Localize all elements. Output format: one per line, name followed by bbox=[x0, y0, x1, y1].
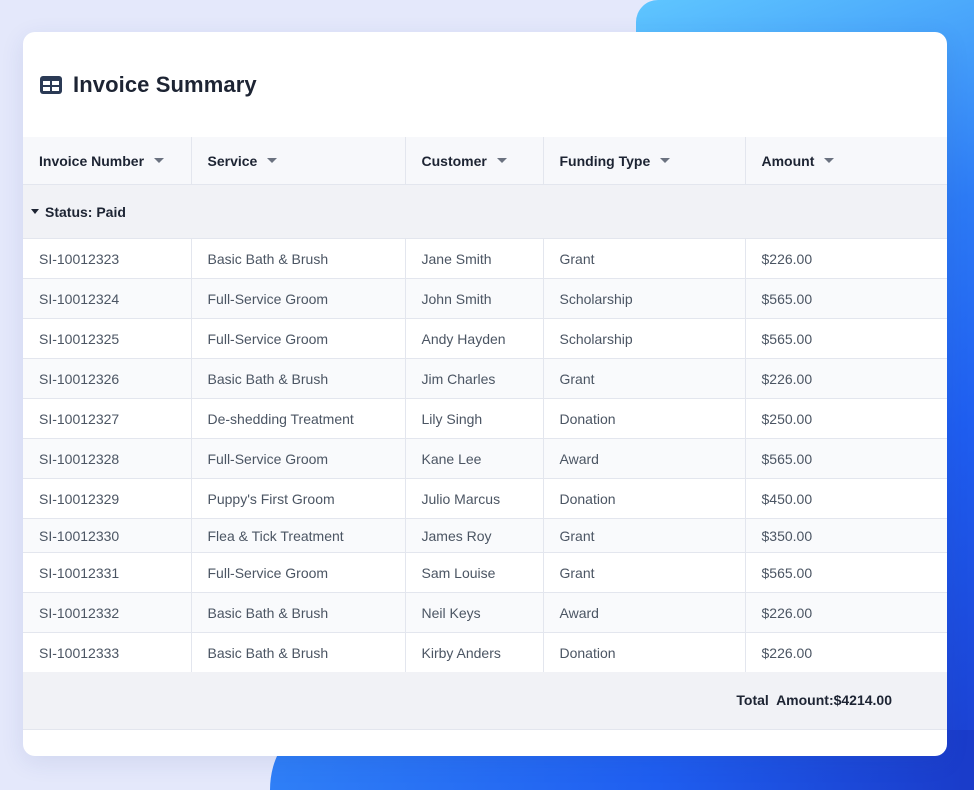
cell-funding-type: Grant bbox=[543, 238, 746, 279]
cell-customer: Sam Louise bbox=[405, 552, 544, 593]
cell-funding-type: Scholarship bbox=[543, 278, 746, 319]
cell-amount: $226.00 bbox=[745, 592, 947, 633]
cell-funding-type: Grant bbox=[543, 518, 746, 553]
cell-customer: Neil Keys bbox=[405, 592, 544, 633]
cell-funding-type: Donation bbox=[543, 478, 746, 519]
cell-service: Full-Service Groom bbox=[191, 552, 406, 593]
cell-amount: $565.00 bbox=[745, 438, 947, 479]
cell-amount: $450.00 bbox=[745, 478, 947, 519]
cell-customer: James Roy bbox=[405, 518, 544, 553]
cell-customer: Andy Hayden bbox=[405, 318, 544, 359]
cell-service: Basic Bath & Brush bbox=[191, 358, 406, 399]
cell-amount: $565.00 bbox=[745, 552, 947, 593]
cell-funding-type: Scholarship bbox=[543, 318, 746, 359]
cell-funding-type: Award bbox=[543, 592, 746, 633]
table-header-row: Invoice Number Service Customer Funding … bbox=[23, 137, 947, 185]
column-header-funding-type[interactable]: Funding Type bbox=[543, 137, 746, 185]
cell-amount: $250.00 bbox=[745, 398, 947, 439]
cell-invoice-number: SI-10012332 bbox=[23, 592, 192, 633]
cell-amount: $565.00 bbox=[745, 318, 947, 359]
cell-invoice-number: SI-10012329 bbox=[23, 478, 192, 519]
cell-funding-type: Grant bbox=[543, 552, 746, 593]
column-header-amount[interactable]: Amount bbox=[745, 137, 947, 185]
cell-service: Basic Bath & Brush bbox=[191, 632, 406, 673]
column-header-invoice-number[interactable]: Invoice Number bbox=[23, 137, 192, 185]
total-amount: Total Amount:$4214.00 bbox=[736, 692, 892, 708]
cell-amount: $226.00 bbox=[745, 632, 947, 673]
cell-funding-type: Grant bbox=[543, 358, 746, 399]
sort-caret-icon[interactable] bbox=[824, 158, 835, 164]
cell-amount: $565.00 bbox=[745, 278, 947, 319]
table-row[interactable]: SI-10012331 Full-Service Groom Sam Louise G… bbox=[23, 552, 947, 593]
page-title: Invoice Summary bbox=[73, 72, 257, 97]
table-row[interactable]: SI-10012333 Basic Bath & Brush Kirby Ander… bbox=[23, 632, 947, 673]
cell-amount: $350.00 bbox=[745, 518, 947, 553]
invoice-table: Invoice Number Service Customer Funding … bbox=[23, 137, 947, 673]
cell-invoice-number: SI-10012324 bbox=[23, 278, 192, 319]
table-row[interactable]: SI-10012327 De-shedding Treatment Lily Sin… bbox=[23, 398, 947, 439]
table-icon bbox=[40, 76, 62, 94]
table-row[interactable]: SI-10012326 Basic Bath & Brush Jim Charles… bbox=[23, 358, 947, 399]
table-row[interactable]: SI-10012325 Full-Service Groom Andy Hayden… bbox=[23, 318, 947, 359]
sort-caret-icon[interactable] bbox=[660, 158, 671, 164]
cell-customer: Kirby Anders bbox=[405, 632, 544, 673]
cell-funding-type: Award bbox=[543, 438, 746, 479]
card-header: Invoice Summary bbox=[23, 32, 947, 137]
cell-amount: $226.00 bbox=[745, 358, 947, 399]
cell-invoice-number: SI-10012325 bbox=[23, 318, 192, 359]
group-label: Status: Paid bbox=[45, 203, 126, 220]
cell-customer: Julio Marcus bbox=[405, 478, 544, 519]
cell-invoice-number: SI-10012327 bbox=[23, 398, 192, 439]
cell-service: Puppy's First Groom bbox=[191, 478, 406, 519]
column-header-label: Amount bbox=[761, 152, 815, 169]
column-header-label: Invoice Number bbox=[39, 152, 145, 169]
table-row[interactable]: SI-10012330 Flea & Tick Treatment James Ro… bbox=[23, 518, 947, 553]
cell-invoice-number: SI-10012323 bbox=[23, 238, 192, 279]
column-header-label: Customer bbox=[421, 152, 487, 169]
cell-invoice-number: SI-10012328 bbox=[23, 438, 192, 479]
table-row[interactable]: SI-10012332 Basic Bath & Brush Neil Keys Aw… bbox=[23, 592, 947, 633]
group-cell[interactable]: Status: Paid bbox=[23, 184, 947, 239]
cell-funding-type: Donation bbox=[543, 632, 746, 673]
sort-caret-icon[interactable] bbox=[267, 158, 278, 164]
invoice-summary-card: Invoice Summary Invoice Number Service C… bbox=[23, 32, 947, 756]
column-header-label: Funding Type bbox=[559, 152, 651, 169]
column-header-service[interactable]: Service bbox=[191, 137, 406, 185]
column-header-customer[interactable]: Customer bbox=[405, 137, 544, 185]
cell-service: Full-Service Groom bbox=[191, 438, 406, 479]
table-footer: Total Amount:$4214.00 bbox=[23, 672, 947, 730]
cell-customer: Jane Smith bbox=[405, 238, 544, 279]
cell-amount: $226.00 bbox=[745, 238, 947, 279]
table-row[interactable]: SI-10012324 Full-Service Groom John Smith S… bbox=[23, 278, 947, 319]
cell-service: Basic Bath & Brush bbox=[191, 592, 406, 633]
cell-service: Basic Bath & Brush bbox=[191, 238, 406, 279]
table-row[interactable]: SI-10012329 Puppy's First Groom Julio Marc… bbox=[23, 478, 947, 519]
cell-invoice-number: SI-10012331 bbox=[23, 552, 192, 593]
sort-caret-icon[interactable] bbox=[154, 158, 165, 164]
cell-service: Full-Service Groom bbox=[191, 318, 406, 359]
table-row[interactable]: SI-10012323 Basic Bath & Brush Jane Smith G… bbox=[23, 238, 947, 279]
cell-service: De-shedding Treatment bbox=[191, 398, 406, 439]
cell-service: Full-Service Groom bbox=[191, 278, 406, 319]
cell-customer: Jim Charles bbox=[405, 358, 544, 399]
cell-customer: John Smith bbox=[405, 278, 544, 319]
cell-invoice-number: SI-10012326 bbox=[23, 358, 192, 399]
cell-invoice-number: SI-10012333 bbox=[23, 632, 192, 673]
cell-funding-type: Donation bbox=[543, 398, 746, 439]
cell-customer: Kane Lee bbox=[405, 438, 544, 479]
column-header-label: Service bbox=[207, 152, 258, 169]
sort-caret-icon[interactable] bbox=[496, 158, 507, 164]
table-row[interactable]: SI-10012328 Full-Service Groom Kane Lee Awa… bbox=[23, 438, 947, 479]
cell-invoice-number: SI-10012330 bbox=[23, 518, 192, 553]
collapse-caret-icon[interactable] bbox=[31, 209, 39, 215]
group-row-status-paid[interactable]: Status: Paid bbox=[23, 184, 947, 239]
cell-service: Flea & Tick Treatment bbox=[191, 518, 406, 553]
cell-customer: Lily Singh bbox=[405, 398, 544, 439]
